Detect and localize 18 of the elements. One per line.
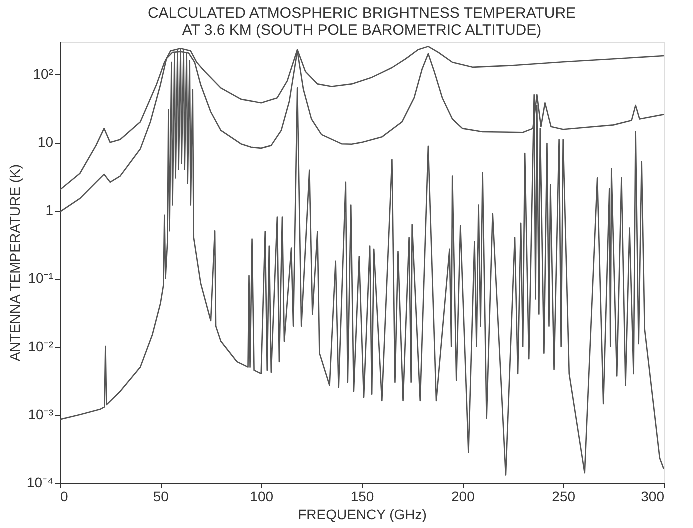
x-tick-label: 50 bbox=[153, 488, 170, 504]
x-tick-label: 200 bbox=[451, 488, 476, 504]
y-tick-label: 10⁻⁴ bbox=[26, 474, 54, 490]
y-tick-label: 10⁻³ bbox=[28, 406, 54, 422]
y-tick-label: 1 bbox=[46, 202, 54, 218]
x-tick-label: 0 bbox=[60, 488, 68, 504]
x-tick-label: 100 bbox=[250, 488, 274, 504]
x-tick-label: 250 bbox=[552, 488, 576, 504]
y-axis-title: ANTENNA TEMPERATURE (K) bbox=[6, 164, 23, 362]
y-tick-label: 10² bbox=[33, 66, 54, 82]
chart-title: CALCULATED ATMOSPHERIC BRIGHTNESS TEMPERATURE AT 3.6 KM (SOUTH POLE BAROMETRIC ALTITUDE) bbox=[148, 5, 576, 39]
x-axis-title: FREQUENCY (GHz) bbox=[298, 506, 427, 522]
y-tick-label: 10 bbox=[38, 134, 54, 150]
x-tick-label: 150 bbox=[350, 488, 374, 504]
y-tick-label: 10⁻¹ bbox=[28, 270, 54, 286]
line-series bbox=[60, 49, 664, 476]
y-tick-label: 10⁻² bbox=[28, 338, 54, 354]
x-tick-label: 300 bbox=[641, 488, 665, 504]
